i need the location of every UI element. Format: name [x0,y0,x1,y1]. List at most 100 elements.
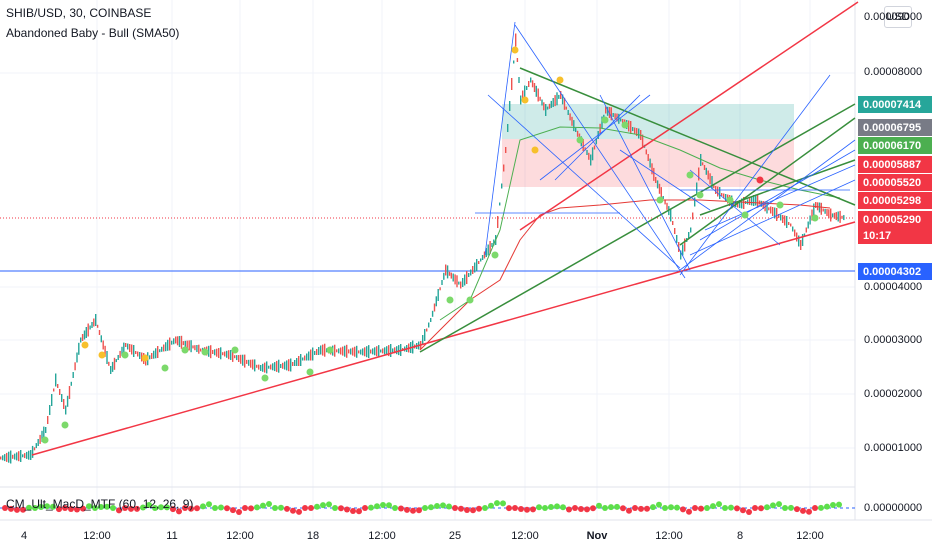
signal-dot [326,346,334,354]
macd-dot [728,504,734,511]
candle [167,339,169,351]
candle [45,427,47,433]
macd-dot [116,507,122,514]
candle [709,173,711,185]
candle [322,344,324,356]
price-label: 0.00008000 [864,66,923,78]
candle [470,269,472,276]
trendline-red-2[interactable] [519,1,859,231]
candle [176,336,179,346]
candle [284,361,286,370]
loss-zone[interactable] [502,139,794,187]
macd-dot [308,505,314,511]
candle [302,357,304,361]
candle [139,352,141,359]
signal-dot [201,348,209,356]
candle [441,280,443,285]
candle [499,202,501,206]
candle [256,364,258,368]
candle [159,349,161,353]
candle [456,275,458,288]
candle [537,88,539,102]
macd-dot [542,505,548,511]
macd-dot [716,501,722,508]
candle [65,405,67,415]
time-label: 18 [306,530,320,542]
candle [338,348,340,354]
macd-dot [446,503,452,510]
candle [450,272,452,279]
macd-dot [68,506,74,512]
macd-dot [242,505,248,511]
candle [446,265,449,279]
candle [503,164,505,172]
candle [352,347,354,356]
candle [809,215,811,225]
candle [676,235,678,243]
candle [350,348,352,355]
candle [39,434,41,444]
signal-dot [61,421,69,429]
candle [190,340,192,353]
signal-markers [41,46,819,444]
currency-button[interactable]: USD [884,6,912,28]
candle [608,107,611,118]
candle [513,60,515,64]
candle [366,346,368,358]
trendline-green-3[interactable] [679,117,856,246]
candle [694,197,696,207]
candle [591,147,594,161]
candle [378,345,380,358]
candle [424,329,426,341]
candle [567,110,569,115]
candle [584,147,586,151]
trendline-green-1[interactable] [419,103,856,353]
macd-dot [422,505,428,511]
macd-dot [764,504,770,511]
candle [565,106,567,110]
trendline-green-4[interactable] [699,159,856,216]
candle [6,452,8,462]
price-badge: 0.00004302 [858,263,932,280]
candle [83,330,86,340]
candle [238,355,240,362]
macd-dot [134,505,140,512]
candle [346,344,348,358]
candle [320,345,322,355]
candle [106,351,108,364]
time-label: 12:00 [796,530,824,542]
candle [392,348,394,353]
signal-dot [656,196,664,204]
candle [422,335,424,345]
candle [354,346,356,357]
signal-dot [556,76,564,84]
candle [382,348,384,354]
candle [270,364,272,370]
candle [483,251,486,259]
indicator-title[interactable]: Abandoned Baby - Bull (SMA50) [6,26,180,40]
candle [175,336,177,344]
macd-dot [824,503,830,510]
candle [772,207,774,216]
blue-fan-lines[interactable] [475,21,856,279]
macd-dot [92,505,98,511]
candle [680,250,682,260]
candle [595,138,597,145]
macd-dot [296,508,302,515]
candle [218,348,220,358]
candle [163,344,165,352]
candle [104,345,106,357]
price-badge: 0.00005298 [858,192,932,209]
profit-zone[interactable] [502,104,794,139]
candle [230,350,232,360]
candle [636,128,638,136]
symbol-title[interactable]: SHIB/USD, 30, COINBASE [6,6,152,20]
candle [569,113,571,121]
candle [603,114,605,118]
candle [556,92,558,106]
macd-dot [794,506,800,513]
candle [468,273,470,277]
oscillator-title[interactable]: CM_Ult_MacD_MTF (60, 12, 26, 9) [6,497,194,511]
candle [178,336,181,347]
